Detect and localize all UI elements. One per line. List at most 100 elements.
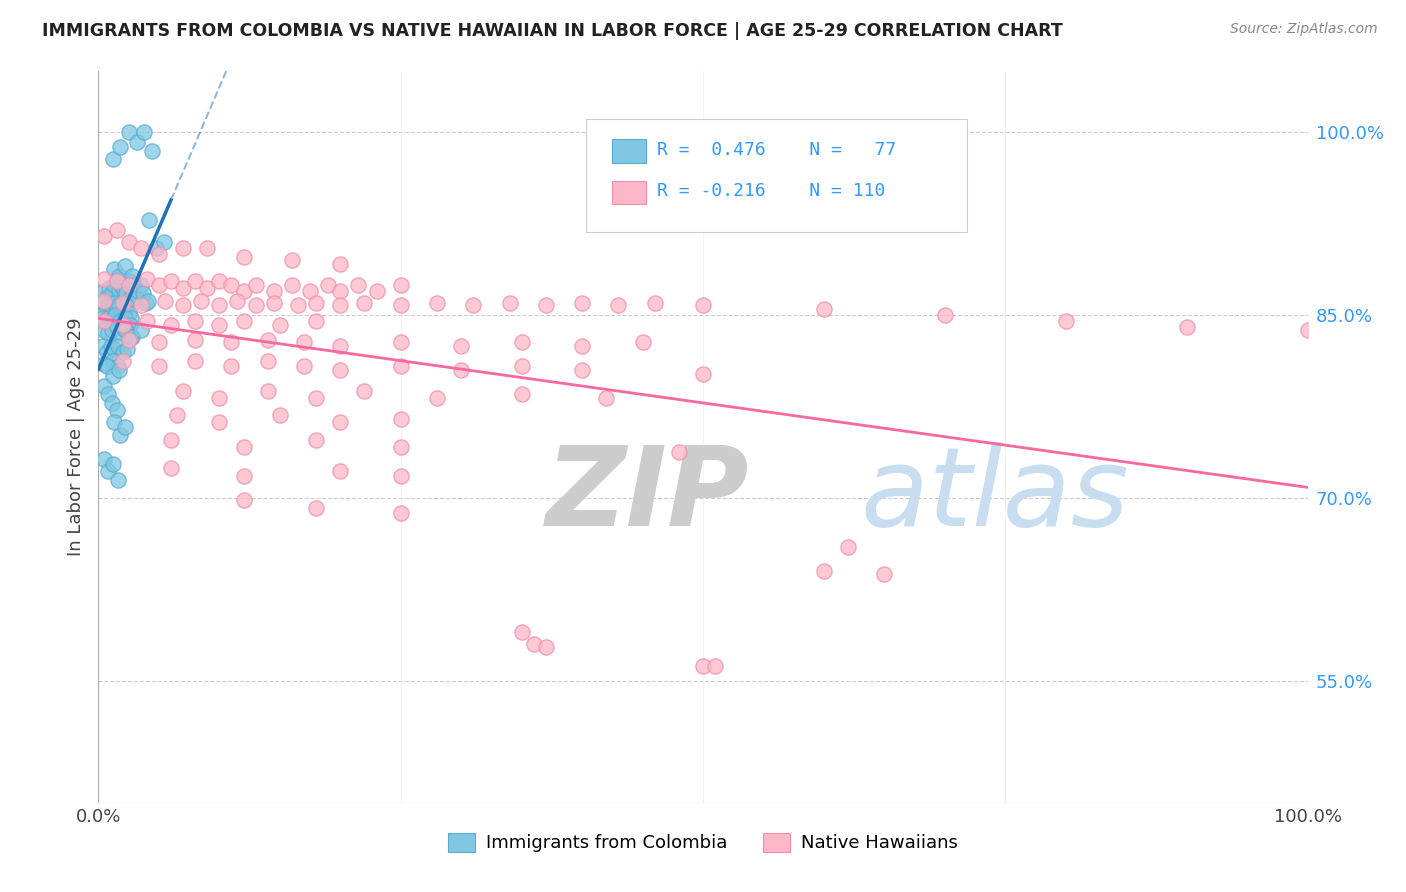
Point bbox=[101, 152, 124, 166]
Point bbox=[105, 271, 128, 285]
FancyBboxPatch shape bbox=[613, 139, 647, 163]
Point bbox=[114, 420, 136, 434]
Point bbox=[97, 326, 120, 341]
Point bbox=[108, 140, 131, 154]
Point bbox=[100, 286, 122, 301]
Point bbox=[107, 339, 129, 353]
Point bbox=[389, 277, 412, 292]
Point bbox=[305, 500, 328, 515]
Point bbox=[93, 284, 115, 298]
Point bbox=[534, 640, 557, 654]
Point bbox=[93, 357, 115, 371]
Point bbox=[208, 416, 231, 430]
Point bbox=[208, 391, 231, 405]
Point bbox=[523, 637, 546, 651]
Point bbox=[129, 323, 152, 337]
Point bbox=[120, 290, 142, 304]
Point bbox=[110, 277, 132, 292]
Point bbox=[232, 440, 254, 454]
Point bbox=[135, 296, 157, 310]
Point bbox=[329, 339, 352, 353]
Point bbox=[208, 298, 231, 312]
Point bbox=[103, 416, 125, 430]
Point bbox=[129, 298, 152, 312]
Point bbox=[135, 314, 157, 328]
Point bbox=[389, 298, 412, 312]
Point bbox=[366, 284, 388, 298]
Point bbox=[221, 334, 243, 349]
Point bbox=[510, 625, 533, 640]
Point bbox=[103, 296, 125, 310]
Point bbox=[1175, 320, 1198, 334]
Point bbox=[813, 564, 835, 578]
Point bbox=[118, 274, 141, 288]
Point bbox=[120, 330, 142, 344]
Point bbox=[148, 334, 170, 349]
Point bbox=[571, 363, 593, 377]
Point bbox=[114, 260, 136, 274]
Point bbox=[353, 296, 375, 310]
Point bbox=[101, 457, 124, 471]
Point bbox=[112, 284, 135, 298]
Point bbox=[114, 310, 136, 325]
Point bbox=[184, 333, 207, 347]
Point bbox=[97, 387, 120, 401]
Point bbox=[184, 354, 207, 368]
Point bbox=[110, 306, 132, 320]
Point bbox=[93, 293, 115, 308]
Point bbox=[141, 144, 163, 158]
Text: ZIP: ZIP bbox=[546, 442, 749, 549]
Point bbox=[631, 334, 654, 349]
Point bbox=[232, 314, 254, 328]
Point bbox=[208, 318, 231, 332]
Point bbox=[108, 427, 131, 442]
Point bbox=[389, 506, 412, 520]
Point bbox=[108, 269, 131, 284]
Point bbox=[107, 473, 129, 487]
Point bbox=[105, 274, 128, 288]
Point bbox=[305, 296, 328, 310]
Point bbox=[281, 277, 304, 292]
Point bbox=[121, 330, 143, 344]
Point bbox=[256, 354, 278, 368]
Text: IMMIGRANTS FROM COLOMBIA VS NATIVE HAWAIIAN IN LABOR FORCE | AGE 25-29 CORRELATI: IMMIGRANTS FROM COLOMBIA VS NATIVE HAWAI… bbox=[42, 22, 1063, 40]
Point bbox=[96, 359, 118, 374]
Point bbox=[389, 334, 412, 349]
Point bbox=[132, 286, 155, 301]
Point bbox=[172, 298, 194, 312]
Point bbox=[93, 452, 115, 467]
Point bbox=[125, 290, 148, 304]
Point bbox=[450, 339, 472, 353]
Point bbox=[172, 384, 194, 398]
Point bbox=[101, 369, 124, 384]
Point bbox=[120, 310, 142, 325]
Point bbox=[135, 271, 157, 285]
Point bbox=[704, 659, 727, 673]
Point bbox=[121, 269, 143, 284]
Point bbox=[100, 323, 122, 337]
Point bbox=[148, 247, 170, 261]
Point bbox=[450, 363, 472, 377]
Point bbox=[111, 354, 134, 368]
Point bbox=[463, 298, 485, 312]
Point bbox=[160, 318, 183, 332]
Point bbox=[329, 284, 352, 298]
Point bbox=[873, 566, 896, 581]
Text: R =  0.476    N =   77: R = 0.476 N = 77 bbox=[657, 141, 896, 159]
Point bbox=[105, 403, 128, 417]
Point bbox=[329, 298, 352, 312]
Point bbox=[118, 318, 141, 332]
Point bbox=[118, 235, 141, 249]
Point bbox=[232, 469, 254, 483]
Point bbox=[152, 235, 174, 249]
Point bbox=[127, 284, 149, 298]
Point bbox=[111, 344, 134, 359]
Point bbox=[1296, 323, 1319, 337]
Point bbox=[172, 241, 194, 255]
Point bbox=[510, 359, 533, 374]
Point bbox=[93, 314, 115, 328]
Point bbox=[256, 333, 278, 347]
Point bbox=[305, 391, 328, 405]
Point bbox=[101, 354, 124, 368]
Point bbox=[245, 298, 267, 312]
